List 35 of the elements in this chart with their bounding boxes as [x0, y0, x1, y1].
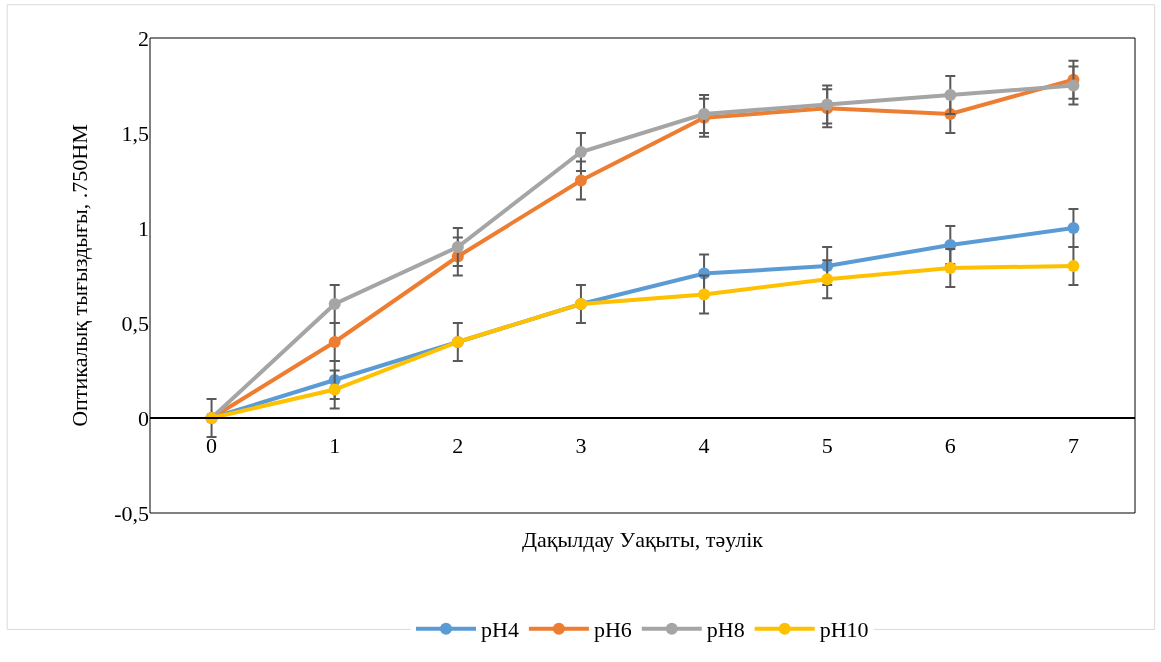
x-tick-label: 4 [698, 433, 710, 459]
y-tick-label: 0,5 [121, 310, 149, 336]
point [698, 288, 711, 301]
legend-label: pH4 [481, 617, 519, 643]
y-tick-label: 2 [138, 25, 149, 51]
point [574, 174, 587, 187]
x-tick-label: 1 [329, 433, 341, 459]
y-tick-label: 0 [138, 405, 149, 431]
legend-label: pH6 [593, 617, 632, 643]
point [698, 108, 711, 120]
point [1067, 79, 1080, 92]
point [328, 336, 341, 348]
point [328, 298, 341, 310]
y-tick-label: -0,5 [114, 500, 149, 526]
legend-label: pH8 [706, 617, 745, 643]
point [451, 241, 464, 253]
x-tick-label: 6 [944, 433, 956, 459]
y-tick-label: 1 [138, 215, 149, 241]
legend-label: pH10 [819, 617, 869, 643]
y-axis-title: Оптикалық тығыздығы, .750НМ [66, 124, 92, 427]
point [574, 146, 587, 158]
x-tick-label: 5 [821, 433, 833, 459]
point [1067, 222, 1080, 234]
point [821, 98, 834, 111]
point [944, 89, 957, 101]
x-axis-title: Дақылдау Уақыты, тәулік [522, 527, 764, 552]
x-tick-label: 3 [575, 433, 587, 459]
point [328, 383, 341, 396]
x-tick-label: 2 [452, 433, 464, 459]
point [944, 261, 957, 274]
x-tick-label: 7 [1067, 433, 1079, 459]
x-tick-label: 0 [206, 433, 218, 459]
point [1067, 260, 1080, 272]
y-tick-label: 1,5 [121, 120, 149, 146]
point [821, 273, 834, 286]
